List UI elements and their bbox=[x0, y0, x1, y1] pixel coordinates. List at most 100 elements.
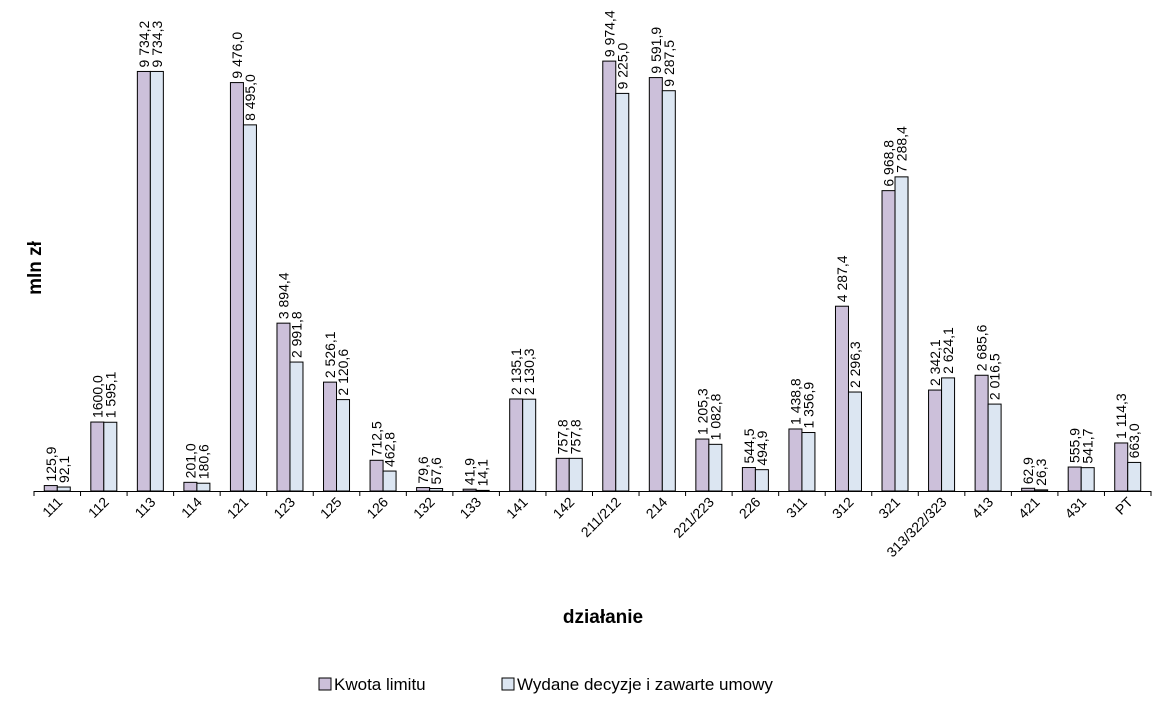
bar-wydane-111 bbox=[56, 486, 71, 492]
x-tick-label-133: 133 bbox=[456, 494, 484, 522]
data-label-kwota-limitu-313/322/323: 2 342,1 bbox=[927, 339, 943, 386]
x-tick-label-214: 214 bbox=[643, 494, 671, 522]
x-tick-label-421: 421 bbox=[1015, 494, 1043, 522]
data-label-wydane-321: 7 288,4 bbox=[894, 126, 910, 173]
bar-wydane-132 bbox=[429, 488, 444, 492]
bar-kwota-limitu-311 bbox=[788, 428, 803, 492]
data-label-kwota-limitu-125: 2 526,1 bbox=[322, 331, 338, 378]
bar-kwota-limitu-121 bbox=[229, 82, 244, 492]
data-label-kwota-limitu-421: 62,9 bbox=[1020, 457, 1036, 484]
x-tick-label-321: 321 bbox=[875, 494, 903, 522]
legend-label-wydane: Wydane decyzje i zawarte umowy bbox=[517, 675, 773, 694]
data-label-wydane-226: 494,9 bbox=[754, 430, 770, 465]
bar-wydane-126 bbox=[382, 470, 397, 492]
bar-wydane-141 bbox=[522, 398, 537, 492]
bar-wydane-123 bbox=[289, 361, 304, 492]
bar-wydane-413 bbox=[987, 403, 1002, 492]
data-label-kwota-limitu-142: 757,8 bbox=[555, 419, 571, 454]
x-tick-label-413: 413 bbox=[968, 494, 996, 522]
bar-kwota-limitu-141 bbox=[509, 398, 524, 492]
x-tick-label-141: 141 bbox=[503, 494, 531, 522]
data-label-wydane-142: 757,8 bbox=[568, 419, 584, 454]
bar-wydane-312 bbox=[847, 391, 862, 492]
bar-kwota-limitu-113 bbox=[136, 70, 151, 492]
bar-kwota-limitu-431 bbox=[1067, 466, 1082, 492]
bar-wydane-221/223 bbox=[708, 443, 723, 492]
data-label-kwota-limitu-226: 544,5 bbox=[741, 428, 757, 463]
bar-wydane-125 bbox=[336, 399, 351, 492]
x-tick-label-114: 114 bbox=[178, 494, 205, 521]
data-label-wydane-113: 9 734,3 bbox=[149, 21, 165, 68]
bar-kwota-limitu-142 bbox=[555, 457, 570, 492]
data-label-kwota-limitu-221/223: 1 205,3 bbox=[694, 388, 710, 435]
x-tick-label-132: 132 bbox=[410, 494, 438, 522]
x-tick-label-142: 142 bbox=[550, 494, 578, 522]
data-label-kwota-limitu-431: 555,9 bbox=[1067, 428, 1083, 463]
data-label-wydane-114: 180,6 bbox=[195, 444, 211, 479]
x-tick-label-211/212: 211/212 bbox=[578, 494, 625, 541]
data-label-wydane-421: 26,3 bbox=[1033, 458, 1049, 485]
bar-kwota-limitu-112 bbox=[90, 421, 105, 492]
bar-wydane-114 bbox=[196, 482, 211, 492]
bar-wydane-142 bbox=[568, 457, 583, 492]
data-label-kwota-limitu-112: 1600,0 bbox=[89, 375, 105, 418]
bar-kwota-limitu-421 bbox=[1021, 487, 1036, 492]
data-label-wydane-311: 1 356,9 bbox=[800, 382, 816, 429]
bar-wydane-PT bbox=[1127, 461, 1142, 492]
bar-wydane-226 bbox=[754, 469, 769, 492]
data-label-wydane-112: 1 595,1 bbox=[102, 371, 118, 418]
bar-wydane-113 bbox=[149, 70, 164, 492]
bar-kwota-limitu-211/212 bbox=[602, 60, 617, 492]
data-label-kwota-limitu-214: 9 591,9 bbox=[648, 27, 664, 74]
bar-kwota-limitu-132 bbox=[416, 487, 431, 492]
x-tick-label-111: 111 bbox=[39, 494, 66, 521]
bar-kwota-limitu-321 bbox=[881, 190, 896, 492]
x-tick-label-226: 226 bbox=[736, 494, 764, 522]
bar-wydane-313/322/323 bbox=[941, 377, 956, 492]
data-label-wydane-221/223: 1 082,8 bbox=[707, 393, 723, 440]
data-label-kwota-limitu-113: 9 734,2 bbox=[136, 21, 152, 68]
data-label-wydane-111: 92,1 bbox=[56, 456, 72, 483]
bar-kwota-limitu-313/322/323 bbox=[928, 389, 943, 492]
bar-kwota-limitu-114 bbox=[183, 481, 198, 492]
bar-kwota-limitu-125 bbox=[323, 381, 338, 492]
data-label-kwota-limitu-413: 2 685,6 bbox=[974, 324, 990, 371]
data-label-wydane-431: 541,7 bbox=[1080, 428, 1096, 463]
bar-kwota-limitu-214 bbox=[648, 77, 663, 492]
data-label-wydane-PT: 663,0 bbox=[1126, 423, 1142, 458]
legend-swatch-wydane bbox=[501, 677, 515, 691]
data-label-wydane-125: 2 120,6 bbox=[335, 349, 351, 396]
bar-wydane-421 bbox=[1034, 489, 1049, 492]
bar-wydane-112 bbox=[103, 421, 118, 492]
data-label-wydane-141: 2 130,3 bbox=[521, 348, 537, 395]
data-label-wydane-123: 2 991,8 bbox=[288, 311, 304, 358]
data-label-wydane-132: 57,6 bbox=[428, 457, 444, 484]
bar-wydane-214 bbox=[661, 90, 676, 492]
data-label-kwota-limitu-132: 79,6 bbox=[415, 456, 431, 483]
x-tick-label-221/223: 221/223 bbox=[670, 494, 717, 541]
legend-swatch-kwota-limitu bbox=[318, 677, 332, 691]
bar-wydane-133 bbox=[475, 489, 490, 492]
x-tick-label-125: 125 bbox=[317, 494, 345, 522]
data-label-kwota-limitu-312: 4 287,4 bbox=[834, 255, 850, 302]
bar-wydane-121 bbox=[242, 124, 257, 492]
plot-area: 125,992,1 111 1600,01 595,1 112 9 734,29 734… bbox=[33, 10, 1152, 560]
data-label-wydane-313/322/323: 2 624,1 bbox=[940, 327, 956, 374]
bar-wydane-431 bbox=[1080, 467, 1095, 492]
data-label-kwota-limitu-121: 9 476,0 bbox=[229, 32, 245, 79]
data-label-kwota-limitu-114: 201,0 bbox=[182, 443, 198, 478]
x-tick-label-312: 312 bbox=[829, 494, 857, 522]
bar-kwota-limitu-312 bbox=[834, 305, 849, 492]
data-label-wydane-312: 2 296,3 bbox=[847, 341, 863, 388]
data-label-kwota-limitu-111: 125,9 bbox=[43, 446, 59, 481]
x-tick-label-431: 431 bbox=[1061, 494, 1089, 522]
bar-wydane-311 bbox=[801, 432, 816, 492]
data-label-kwota-limitu-211/212: 9 974,4 bbox=[601, 10, 617, 57]
x-axis-title: działanie bbox=[563, 607, 643, 628]
x-tick-label-121: 121 bbox=[224, 494, 252, 522]
data-label-wydane-211/212: 9 225,0 bbox=[614, 42, 630, 89]
data-label-wydane-413: 2 016,5 bbox=[987, 353, 1003, 400]
bar-wydane-321 bbox=[894, 176, 909, 492]
data-label-wydane-214: 9 287,5 bbox=[661, 40, 677, 87]
